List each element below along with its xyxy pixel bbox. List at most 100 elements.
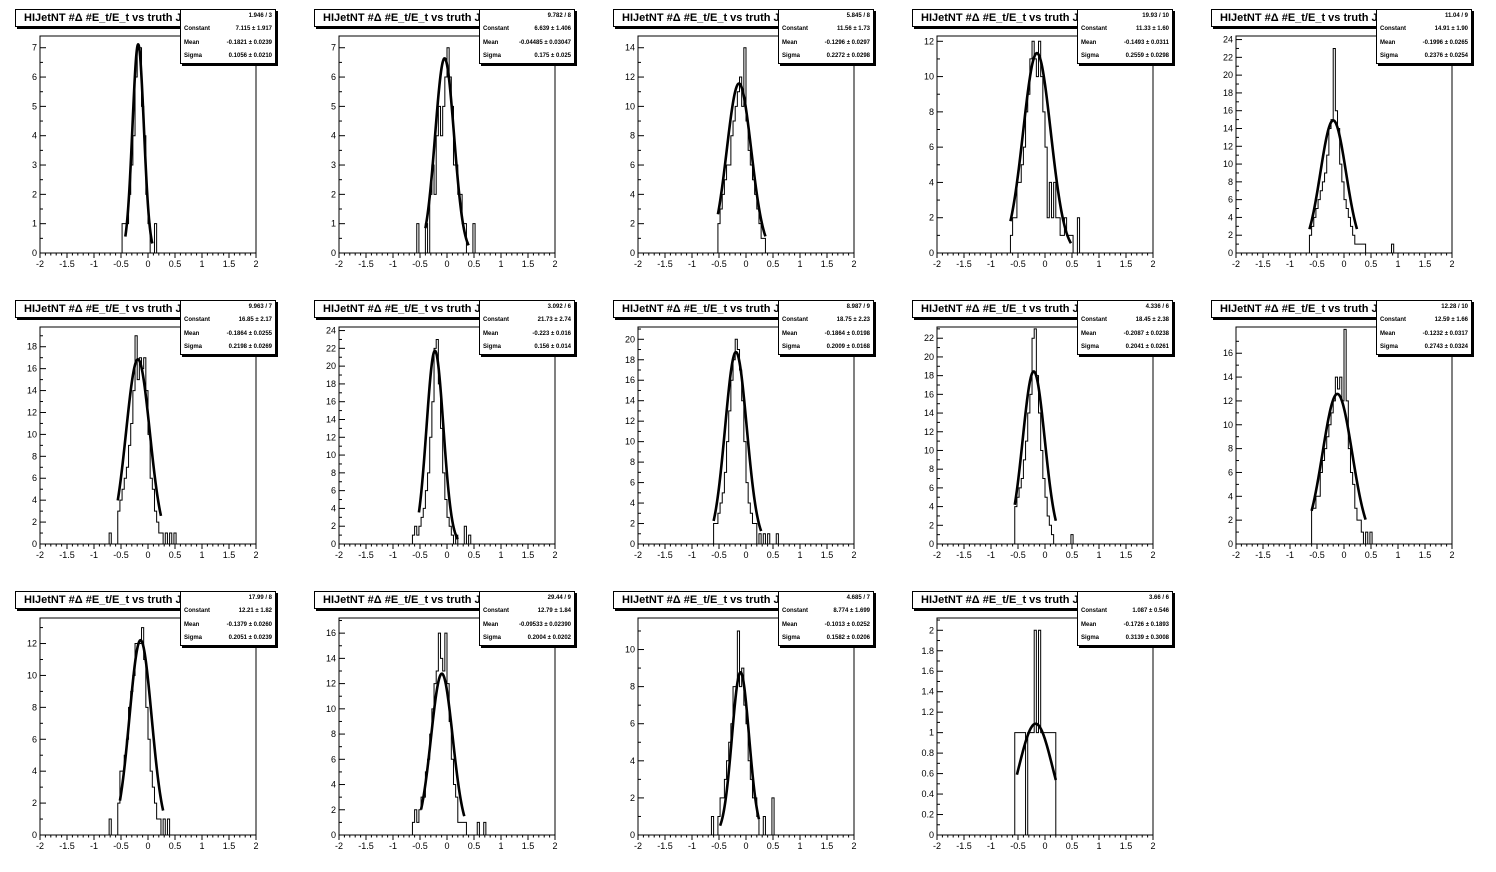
y-tick-label: 2 — [630, 519, 635, 529]
x-tick-label: 0 — [1042, 841, 1047, 851]
y-tick-label: 0 — [630, 830, 635, 840]
y-tick-label: 1 — [331, 219, 336, 229]
x-tick-label: -2 — [335, 841, 343, 851]
y-tick-label: 6 — [1228, 195, 1233, 205]
x-tick-label: 0 — [145, 259, 150, 269]
histogram-panel: -2 -1.5 -1 -0.5 0 0.5 1 1.5 2 0 2 4 6 8 10 12 14 16 HIJetN… — [1196, 291, 1495, 581]
y-tick-label: 3 — [331, 160, 336, 170]
fit-stat-label: Sigma — [1081, 344, 1100, 350]
histogram-bars — [710, 630, 775, 835]
x-tick-label: 0.5 — [1066, 550, 1079, 560]
gaussian-fit-curve — [1308, 119, 1359, 230]
fit-stat-row: 9.963 / 7 — [184, 302, 272, 312]
x-tick-label: 0 — [1042, 550, 1047, 560]
y-tick-label: 0 — [929, 539, 934, 549]
histogram-bars — [108, 335, 177, 544]
fit-stat-row: 1.946 / 3 — [184, 11, 272, 21]
fit-stat-value: -0.1821 ± 0.0239 — [226, 40, 272, 46]
histogram-plot: -2 -1.5 -1 -0.5 0 0.5 1 1.5 20246810121416182022… — [1223, 35, 1455, 269]
x-tick-label: 1.5 — [1419, 550, 1432, 560]
y-tick-label: 18 — [924, 371, 934, 381]
histogram-panel: -2 -1.5 -1 -0.5 0 0.5 1 1.5 2 0 2 4 6 8 10 12 14 16 18 HIJe… — [0, 291, 299, 581]
fit-stat-value: 0.2041 ± 0.0261 — [1125, 344, 1169, 350]
y-tick-label: 12 — [326, 679, 336, 689]
x-tick-label: -2 — [933, 841, 941, 851]
histogram-plot: -2 -1.5 -1 -0.5 0 0.5 1 1.5 2 0 2 4 6 8 10 12 — [924, 35, 1156, 269]
fit-stats-box: 1.946 / 3 Constant 7.115 ± 1.917 Mean -0.182… — [180, 9, 276, 64]
x-tick-label: 0 — [743, 841, 748, 851]
y-tick-label: 12 — [326, 432, 336, 442]
x-tick-label: 1.5 — [522, 841, 535, 851]
x-tick-label: -2 — [335, 259, 343, 269]
y-tick-label: 1.8 — [921, 646, 934, 656]
fit-stat-label: Sigma — [1081, 635, 1100, 641]
fit-stat-row: 3.092 / 6 — [483, 302, 571, 312]
y-tick-label: 0 — [929, 830, 934, 840]
fit-stat-label: Sigma — [782, 344, 801, 350]
y-tick-label: 6 — [32, 72, 37, 82]
x-tick-label: -0.5 — [412, 259, 428, 269]
fit-stat-row: Sigma 0.2198 ± 0.0269 — [184, 342, 272, 352]
y-tick-label: 20 — [625, 334, 635, 344]
gaussian-fit-curve — [419, 672, 466, 817]
x-tick-label: -1 — [1286, 550, 1294, 560]
y-tick-label: 22 — [326, 343, 336, 353]
fit-stat-row: Constant 12.59 ± 1.66 — [1380, 315, 1468, 325]
fit-stat-value: -0.1013 ± 0.0252 — [824, 622, 870, 628]
fit-stats-box: 19.93 / 10 Constant 11.33 ± 1.60 Mean -0.149… — [1077, 9, 1173, 64]
fit-stats-box: 9.782 / 8 Constant 6.639 ± 1.406 Mean -0.044… — [479, 9, 575, 64]
x-tick-label: -1 — [389, 259, 397, 269]
fit-stat-row: Mean -0.1726 ± 0.1893 — [1081, 620, 1169, 630]
fit-stat-value: 0.3139 ± 0.3008 — [1125, 635, 1169, 641]
y-tick-label: 10 — [625, 645, 635, 655]
fit-stat-row: Sigma 0.175 ± 0.025 — [483, 51, 571, 61]
x-tick-label: -1 — [688, 259, 696, 269]
chi2-ndf-value: 19.93 / 10 — [1142, 13, 1169, 19]
x-tick-label: 2 — [552, 259, 557, 269]
chi2-ndf-value: 1.946 / 3 — [248, 13, 272, 19]
x-tick-label: -1 — [90, 841, 98, 851]
gaussian-fit-curve — [124, 43, 154, 244]
fit-stat-row: Sigma 0.2743 ± 0.0324 — [1380, 342, 1468, 352]
fit-stat-row: Mean -0.09533 ± 0.02390 — [483, 620, 571, 630]
fit-stat-row: 12.28 / 10 — [1380, 302, 1468, 312]
histogram-title: HIJetNT #Δ #E_t/E_t vs truth Jet #ta — [613, 9, 803, 27]
histogram-plot: -2 -1.5 -1 -0.5 0 0.5 1 1.5 2 0 2 4 6 8 10 12 — [27, 617, 259, 851]
gaussian-fit-curve — [118, 638, 165, 811]
x-tick-label: -1 — [987, 550, 995, 560]
fit-stat-value: -0.1379 ± 0.0260 — [226, 622, 272, 628]
y-tick-label: 12 — [924, 427, 934, 437]
x-tick-label: 0 — [1341, 259, 1346, 269]
histogram-bars — [121, 47, 158, 253]
gaussian-fit-curve — [712, 350, 763, 532]
y-tick-label: 8 — [630, 457, 635, 467]
fit-stat-label: Sigma — [483, 344, 502, 350]
x-tick-label: 0 — [1042, 259, 1047, 269]
y-tick-label: 0 — [32, 539, 37, 549]
y-tick-label: 8 — [32, 702, 37, 712]
fit-stats-box: 4.336 / 6 Constant 18.45 ± 2.38 Mean -0.2087… — [1077, 300, 1173, 355]
histogram-plot: -2 -1.5 -1 -0.5 0 0.5 1 1.5 2 0 2 4 6 8 10 12 14 16 18 — [27, 326, 259, 560]
x-tick-label: 0 — [444, 841, 449, 851]
x-tick-label: 1 — [498, 841, 503, 851]
chi2-ndf-value: 5.845 / 8 — [846, 13, 870, 19]
y-tick-label: 12 — [1223, 141, 1233, 151]
fit-stat-label: Constant — [782, 26, 808, 32]
fit-stat-label: Constant — [1081, 608, 1107, 614]
histogram-panel: -2 -1.5 -1 -0.5 0 0.5 1 1.5 2 0 2 4 6 8 10 12 HIJetNT #Δ… — [0, 582, 299, 872]
x-tick-label: -1.5 — [657, 259, 673, 269]
x-tick-label: -0.5 — [113, 259, 129, 269]
histogram-title: HIJetNT #Δ #E_t/E_t vs truth Jet #ta — [15, 9, 205, 27]
fit-stat-label: Mean — [1380, 40, 1396, 46]
fit-stat-row: 9.782 / 8 — [483, 11, 571, 21]
fit-stat-row: Sigma 0.2559 ± 0.0298 — [1081, 51, 1169, 61]
fit-stat-row: Mean -0.1864 ± 0.0255 — [184, 329, 272, 339]
x-tick-label: 1.5 — [223, 550, 236, 560]
histogram-panel: -2 -1.5 -1 -0.5 0 0.5 1 1.5 2 0 2 4 6 8 10 HIJetNT #Δ #… — [598, 582, 897, 872]
y-tick-label: 8 — [331, 729, 336, 739]
y-tick-label: 3 — [32, 160, 37, 170]
x-tick-label: -2 — [634, 550, 642, 560]
x-tick-label: -2 — [1232, 259, 1240, 269]
y-tick-label: 4 — [630, 756, 635, 766]
